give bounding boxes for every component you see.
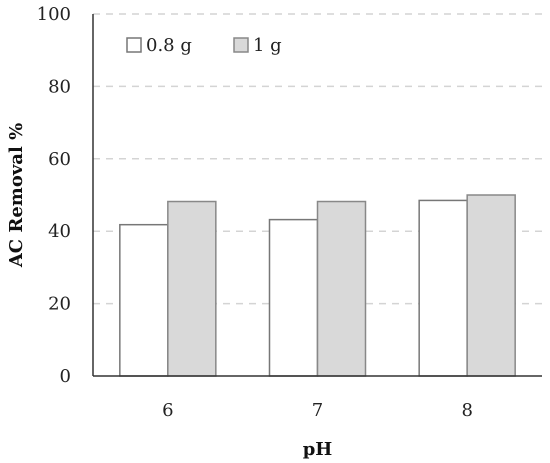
y-axis-title: AC Removal %	[6, 123, 27, 268]
x-tick-label: 6	[162, 400, 173, 421]
bar-0.8g-pH7	[268, 218, 319, 377]
axes-layer	[92, 14, 542, 377]
x-tick-label: 8	[461, 400, 472, 421]
bars-layer	[119, 194, 516, 377]
y-tick-label: 80	[48, 76, 71, 97]
bar-1g-pH8	[466, 194, 516, 377]
x-tick-labels: 6 7 8	[162, 400, 473, 421]
legend-swatch-1g	[233, 37, 249, 53]
legend-label-1g: 1 g	[253, 35, 282, 56]
bar-1g-pH6	[167, 200, 217, 377]
legend-swatch-0.8g	[126, 37, 142, 53]
y-tick-labels: 0 20 40 60 80 100	[37, 4, 71, 387]
legend: 0.8 g 1 g	[126, 35, 282, 56]
y-tick-label: 40	[48, 221, 71, 242]
legend-label-0.8g: 0.8 g	[146, 35, 192, 56]
bar-0.8g-pH6	[119, 223, 169, 377]
y-tick-label: 0	[60, 366, 71, 387]
x-axis-title: pH	[303, 439, 333, 460]
bar-1g-pH7	[316, 200, 367, 377]
y-tick-label: 60	[48, 149, 71, 170]
bar-0.8g-pH8	[418, 199, 468, 377]
y-tick-label: 20	[48, 294, 71, 315]
x-tick-label: 7	[312, 400, 323, 421]
y-tick-label: 100	[37, 4, 71, 25]
